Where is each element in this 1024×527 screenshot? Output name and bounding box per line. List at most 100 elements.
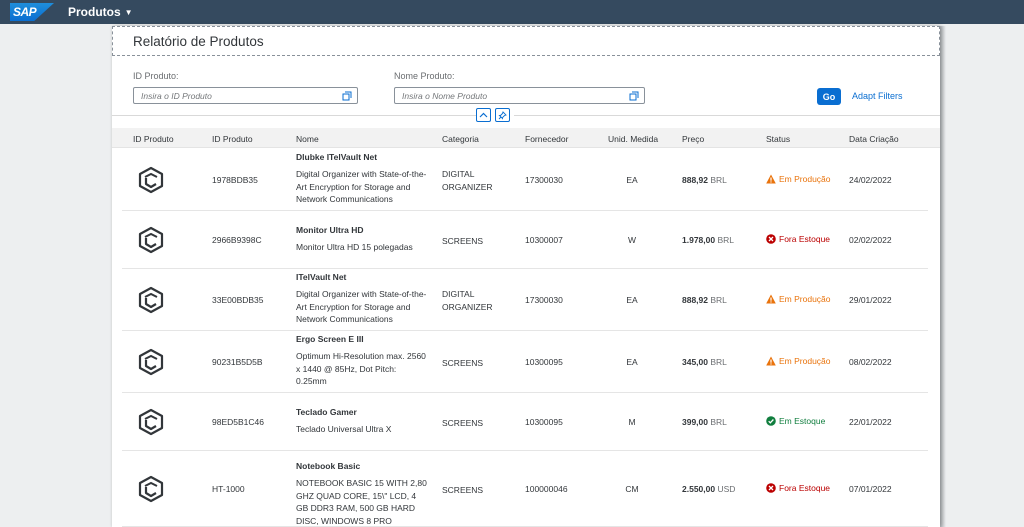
product-name-cell: Ergo Screen E III Optimum Hi-Resolution m… — [296, 334, 428, 388]
product-id: 90231B5D5B — [212, 357, 263, 367]
table-row[interactable]: 90231B5D5B Ergo Screen E III Optimum Hi-Re… — [122, 331, 928, 393]
product-id: 33E00BDB35 — [212, 295, 264, 305]
price-value: 1.978,00 — [682, 235, 716, 245]
warning-icon — [766, 356, 776, 366]
price-currency: BRL — [710, 357, 727, 367]
product-name-cell: Teclado Gamer Teclado Universal Ultra X — [296, 407, 428, 436]
product-description: Digital Organizer with State-of-the-Art … — [296, 289, 427, 325]
table-row[interactable]: 1978BDB35 Dlubke ITelVault Net Digital Org… — [122, 149, 928, 211]
adapt-filters-link[interactable]: Adapt Filters — [852, 91, 903, 101]
card-shadow — [940, 26, 946, 527]
id-filter-input[interactable] — [134, 90, 340, 101]
product-date: 08/02/2022 — [849, 357, 892, 367]
product-description: Optimum Hi-Resolution max. 2560 x 1440 @… — [296, 351, 426, 387]
price-value: 345,00 — [682, 357, 708, 367]
col-header-price[interactable]: Preço — [682, 134, 705, 144]
go-button[interactable]: Go — [817, 88, 841, 105]
warning-icon — [766, 294, 776, 304]
product-category: SCREENS — [442, 418, 484, 428]
product-description: Digital Organizer with State-of-the-Art … — [296, 169, 427, 205]
product-category: SCREENS — [442, 358, 484, 368]
col-header-supplier[interactable]: Fornecedor — [525, 134, 569, 144]
chevron-up-icon — [479, 112, 488, 117]
cube-icon — [136, 347, 166, 377]
error-icon — [766, 234, 776, 244]
col-header-unit[interactable]: Unid. Medida — [608, 134, 659, 144]
product-name: Teclado Gamer — [296, 406, 357, 417]
price-value: 888,92 — [682, 295, 708, 305]
table-row[interactable]: 2966B9398C Monitor Ultra HD Monitor Ultra … — [122, 211, 928, 269]
col-header-category[interactable]: Categoria — [442, 134, 479, 144]
product-unit: EA — [626, 357, 638, 367]
col-header-name[interactable]: Nome — [296, 134, 319, 144]
status-badge: Em Estoque — [766, 416, 825, 426]
product-date: 02/02/2022 — [849, 235, 892, 245]
shell-bar: SAP Produtos ▼ — [0, 0, 1024, 24]
name-filter-field[interactable] — [394, 87, 645, 104]
cube-icon — [136, 165, 166, 195]
cube-icon — [136, 474, 166, 504]
status-text: Em Produção — [779, 356, 831, 366]
product-id: 1978BDB35 — [212, 175, 258, 185]
table-row[interactable]: HT-1000 Notebook Basic NOTEBOOK BASIC 15 W… — [122, 451, 928, 527]
price-currency: BRL — [710, 175, 727, 185]
price-value: 888,92 — [682, 175, 708, 185]
col-header-id-image[interactable]: ID Produto — [133, 134, 174, 144]
product-unit: CM — [625, 484, 639, 494]
value-help-icon[interactable] — [627, 89, 641, 103]
product-name: ITelVault Net — [296, 272, 347, 283]
product-price: 888,92 BRL — [682, 295, 727, 305]
product-supplier: 17300030 — [525, 175, 563, 185]
product-description: NOTEBOOK BASIC 15 WITH 2,80 GHZ QUAD COR… — [296, 478, 427, 526]
cube-icon — [136, 407, 166, 437]
product-id: 98ED5B1C46 — [212, 417, 264, 427]
product-unit: EA — [626, 295, 638, 305]
product-price: 345,00 BRL — [682, 357, 727, 367]
price-currency: USD — [717, 484, 736, 494]
table-row[interactable]: 33E00BDB35 ITelVault Net Digital Organizer… — [122, 269, 928, 331]
col-header-date[interactable]: Data Criação — [849, 134, 899, 144]
pin-icon — [498, 110, 507, 120]
page-header: Relatório de Produtos — [112, 26, 940, 56]
price-currency: BRL — [710, 295, 727, 305]
id-filter-label: ID Produto: — [133, 71, 179, 81]
cube-icon — [136, 225, 166, 255]
status-text: Fora Estoque — [779, 483, 831, 493]
product-date: 29/01/2022 — [849, 295, 892, 305]
product-date: 22/01/2022 — [849, 417, 892, 427]
collapse-header-button[interactable] — [476, 108, 491, 122]
error-icon — [766, 483, 776, 493]
pin-header-button[interactable] — [495, 108, 510, 122]
col-header-id[interactable]: ID Produto — [212, 134, 253, 144]
report-card: Relatório de Produtos ID Produto: Nome P… — [112, 26, 940, 527]
status-text: Em Produção — [779, 294, 831, 304]
status-text: Fora Estoque — [779, 234, 831, 244]
product-category: DIGITAL ORGANIZER — [442, 169, 493, 192]
product-name: Dlubke ITelVault Net — [296, 152, 378, 163]
filter-bar: ID Produto: Nome Produto: — [112, 56, 940, 120]
id-filter-field[interactable] — [133, 87, 358, 104]
product-description: Teclado Universal Ultra X — [296, 423, 392, 434]
product-price: 399,00 BRL — [682, 417, 727, 427]
name-filter-label: Nome Produto: — [394, 71, 455, 81]
app-title-menu[interactable]: Produtos ▼ — [68, 5, 133, 19]
col-header-status[interactable]: Status — [766, 134, 791, 144]
status-badge: Em Produção — [766, 174, 831, 184]
header-divider — [112, 115, 476, 116]
status-badge: Fora Estoque — [766, 483, 830, 493]
header-toggle-bar — [476, 108, 510, 122]
product-price: 2.550,00 USD — [682, 484, 735, 494]
table-row[interactable]: 98ED5B1C46 Teclado Gamer Teclado Universal… — [122, 393, 928, 451]
value-help-icon[interactable] — [340, 89, 354, 103]
product-supplier: 10300095 — [525, 357, 563, 367]
status-text: Em Produção — [779, 174, 831, 184]
table-body: 1978BDB35 Dlubke ITelVault Net Digital Org… — [122, 149, 928, 527]
product-name: Notebook Basic — [296, 461, 361, 472]
product-supplier: 10300095 — [525, 417, 563, 427]
product-id: 2966B9398C — [212, 235, 262, 245]
name-filter-input[interactable] — [395, 90, 627, 101]
caret-down-icon: ▼ — [124, 7, 133, 17]
sap-logo[interactable]: SAP — [10, 3, 54, 21]
product-supplier: 10300007 — [525, 235, 563, 245]
price-value: 2.550,00 — [682, 484, 716, 494]
